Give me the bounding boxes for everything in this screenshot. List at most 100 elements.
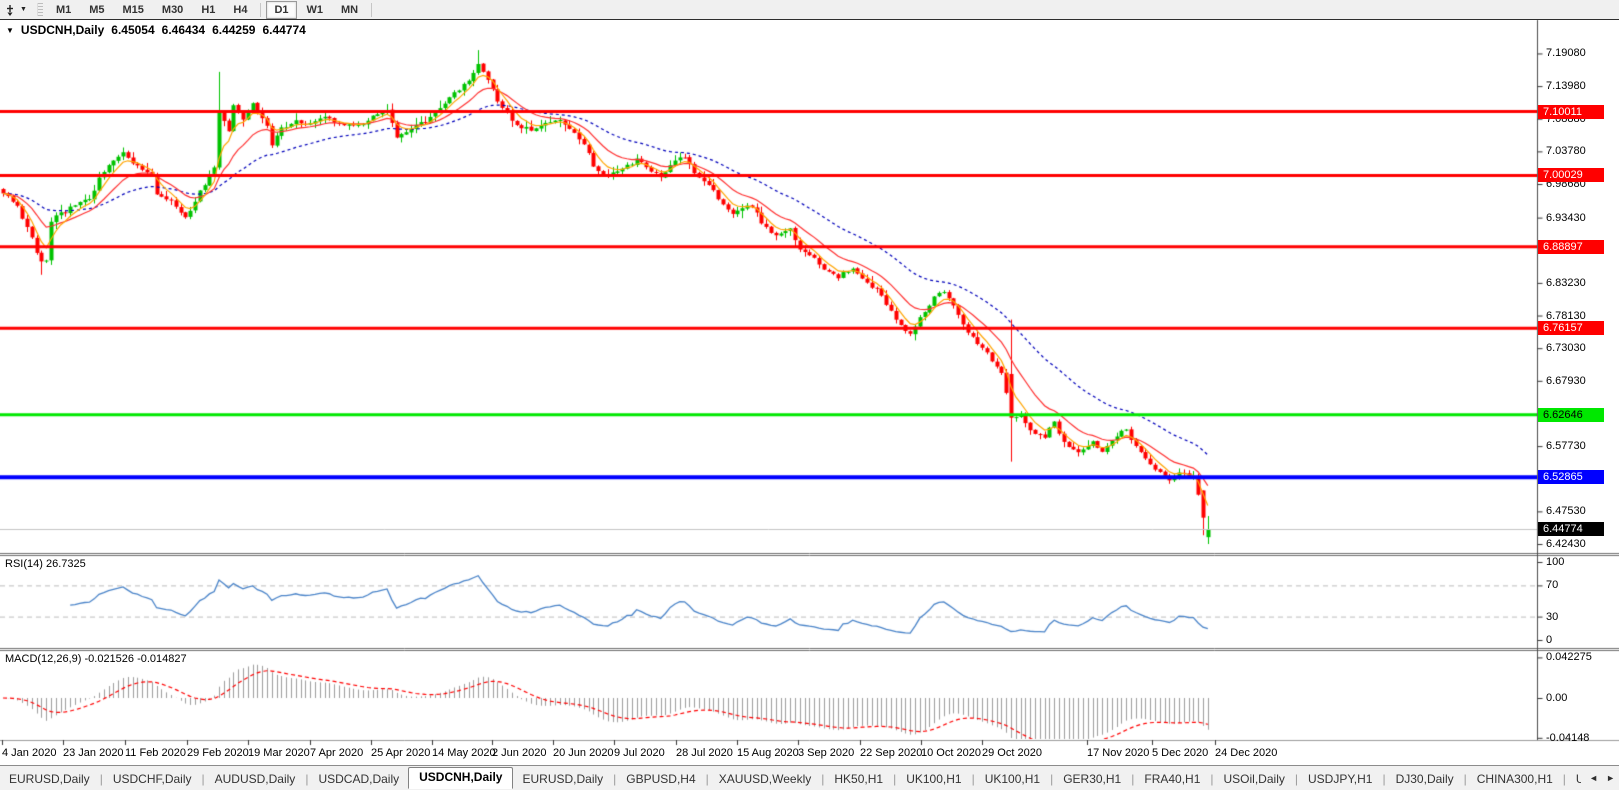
rsi-axis-label: 70 (1546, 579, 1559, 592)
time-axis-label: 25 Apr 2020 (371, 747, 431, 759)
time-axis-label: 22 Sep 2020 (860, 747, 923, 759)
tab-scroll-arrows: ◄ ► (1581, 766, 1615, 790)
chart-tab-eurusd-daily[interactable]: EURUSD,Daily (522, 771, 604, 786)
chart-tab-xauusd-weekly[interactable]: XAUUSD,Weekly (718, 771, 812, 786)
timeframe-button-m1[interactable]: M1 (55, 3, 72, 16)
crosshair-cursor-icon (7, 4, 13, 16)
price-axis-label: 7.13980 (1546, 80, 1586, 93)
symbol-name: USDCNH,Daily (20, 23, 105, 37)
rsi-value: 26.7325 (45, 558, 86, 570)
chart-tab-usdjpy-h1[interactable]: USDJPY,H1 (1307, 771, 1373, 786)
tab-separator: | (305, 771, 309, 786)
tab-separator: | (821, 771, 825, 786)
time-axis-label: 29 Feb 2020 (187, 747, 249, 759)
price-axis-label: 6.78130 (1546, 309, 1586, 322)
macd-pane-label: MACD(12,26,9) -0.021526 -0.014827 (5, 653, 187, 665)
toolbar-separator (371, 2, 373, 17)
macd-axis-label: -0.04148 (1546, 731, 1590, 744)
time-axis-label: 5 Dec 2020 (1152, 747, 1209, 759)
chart-tab-eurusd-daily[interactable]: EURUSD,Daily (9, 771, 90, 786)
time-axis-label: 17 Nov 2020 (1087, 747, 1150, 759)
chart-tab-usdcad-daily[interactable]: USDCAD,Daily (318, 771, 400, 786)
price-axis-label: 6.83230 (1546, 276, 1586, 289)
price-level-badge-6.76157[interactable]: 6.76157 (1538, 321, 1604, 336)
macd-axis-label: 0.00 (1546, 692, 1568, 704)
tab-separator: | (1382, 771, 1386, 786)
chart-tab-u[interactable]: U (1567, 769, 1594, 789)
rsi-pane-label: RSI(14) 26.7325 (5, 558, 86, 570)
price-level-badge-6.52865[interactable]: 6.52865 (1538, 470, 1604, 485)
ohlc-open: 6.45054 (111, 23, 155, 37)
rsi-axis-label: 100 (1546, 556, 1565, 568)
chart-tabs-bar: EURUSD,Daily | USDCHF,Daily | AUDUSD,Daily | U… (0, 765, 1619, 790)
timeframe-button-m15[interactable]: M15 (122, 3, 144, 16)
chart-tab-usdcnh-daily[interactable]: USDCNH,Daily (408, 766, 514, 789)
chart-tab-uk100-h1[interactable]: UK100,H1 (906, 771, 962, 786)
ohlc-close: 6.44774 (262, 23, 306, 37)
timeframe-button-m5[interactable]: M5 (89, 3, 105, 16)
price-level-badge-7.10011[interactable]: 7.10011 (1538, 104, 1604, 119)
tab-separator: | (99, 771, 103, 786)
timeframe-button-d1[interactable]: D1 (266, 0, 297, 19)
chart-tab-uk100-h1[interactable]: UK100,H1 (984, 771, 1041, 786)
current-price-badge: 6.44774 (1538, 522, 1604, 537)
chart-tab-gbpusd-h4[interactable]: GBPUSD,H4 (626, 771, 696, 786)
time-axis-label: 11 Feb 2020 (125, 747, 186, 759)
tab-separator: | (201, 771, 205, 786)
price-axis-label: 6.93430 (1546, 211, 1586, 224)
price-axis-label: 7.19080 (1546, 47, 1586, 60)
chart-tab-china300-h1[interactable]: CHINA300,H1 (1476, 771, 1553, 786)
timeframe-buttons: M1 M5 M15 M30 H1 H4 D1 W1 MN (47, 0, 376, 19)
tab-separator: | (1131, 771, 1135, 786)
time-axis-label: 28 Jul 2020 (676, 747, 733, 759)
rsi-name: RSI(14) (5, 558, 43, 570)
time-axis-label: 9 Jul 2020 (614, 747, 665, 759)
tab-separator: | (893, 771, 897, 786)
chart-title: ▼ USDCNH,Daily 6.45054 6.46434 6.44259 6… (6, 23, 306, 37)
cursor-tool-button[interactable]: ▼ (0, 0, 33, 19)
price-level-badge-6.88897[interactable]: 6.88897 (1538, 239, 1604, 254)
toolbar-drag-handle[interactable] (36, 3, 43, 16)
timeframe-button-h1[interactable]: H1 (201, 3, 216, 16)
time-axis-label: 23 Jan 2020 (63, 747, 124, 759)
timeframe-button-m30[interactable]: M30 (161, 3, 184, 16)
price-axis-label: 6.67930 (1546, 374, 1586, 387)
tab-separator: | (1463, 771, 1467, 786)
tab-separator: | (1050, 771, 1054, 786)
timeframe-button-w1[interactable]: W1 (306, 3, 324, 16)
chevron-down-icon[interactable]: ▼ (20, 6, 27, 13)
price-axis-label: 6.57730 (1546, 440, 1586, 453)
tab-scroll-left-icon[interactable]: ◄ (1589, 773, 1599, 783)
chart-tab-usoil-daily[interactable]: USOil,Daily (1223, 771, 1285, 786)
tab-scroll-right-icon[interactable]: ► (1606, 773, 1615, 783)
macd-axis-label: 0.042275 (1546, 651, 1592, 664)
rsi-axis-label: 0 (1546, 634, 1553, 646)
time-axis-label: 7 Apr 2020 (310, 747, 364, 759)
macd-name: MACD(12,26,9) (5, 653, 82, 665)
chart-tab-audusd-daily[interactable]: AUDUSD,Daily (214, 771, 296, 786)
tab-separator: | (971, 771, 975, 786)
tab-separator: | (613, 771, 617, 786)
price-level-badge-6.62646[interactable]: 6.62646 (1538, 407, 1604, 422)
timeframe-toolbar: ▼ M1 M5 M15 M30 H1 H4 D1 W1 MN (0, 0, 1619, 20)
toolbar-separator (260, 2, 262, 17)
chart-tab-ger30-h1[interactable]: GER30,H1 (1063, 771, 1122, 786)
symbol-dropdown-icon[interactable]: ▼ (6, 25, 14, 35)
timeframe-button-mn[interactable]: MN (341, 3, 359, 16)
time-axis-label: 10 Oct 2020 (921, 747, 981, 759)
price-axis-label: 6.73030 (1546, 342, 1586, 355)
timeframe-button-h4[interactable]: H4 (233, 3, 248, 16)
time-axis-label: 4 Jan 2020 (2, 747, 57, 759)
time-axis-label: 19 Mar 2020 (248, 747, 310, 759)
time-axis-label: 3 Sep 2020 (798, 747, 855, 759)
chart-tab-dj30-daily[interactable]: DJ30,Daily (1395, 771, 1454, 786)
chart-tab-usdchf-daily[interactable]: USDCHF,Daily (112, 771, 192, 786)
ohlc-low: 6.44259 (212, 23, 256, 37)
price-level-badge-7.00029[interactable]: 7.00029 (1538, 168, 1604, 183)
chart-tab-fra40-h1[interactable]: FRA40,H1 (1144, 771, 1201, 786)
chart-tab-hk50-h1[interactable]: HK50,H1 (834, 771, 884, 786)
macd-values: -0.021526 -0.014827 (84, 653, 187, 665)
tab-separator: | (705, 771, 709, 786)
rsi-axis-label: 30 (1546, 610, 1559, 623)
